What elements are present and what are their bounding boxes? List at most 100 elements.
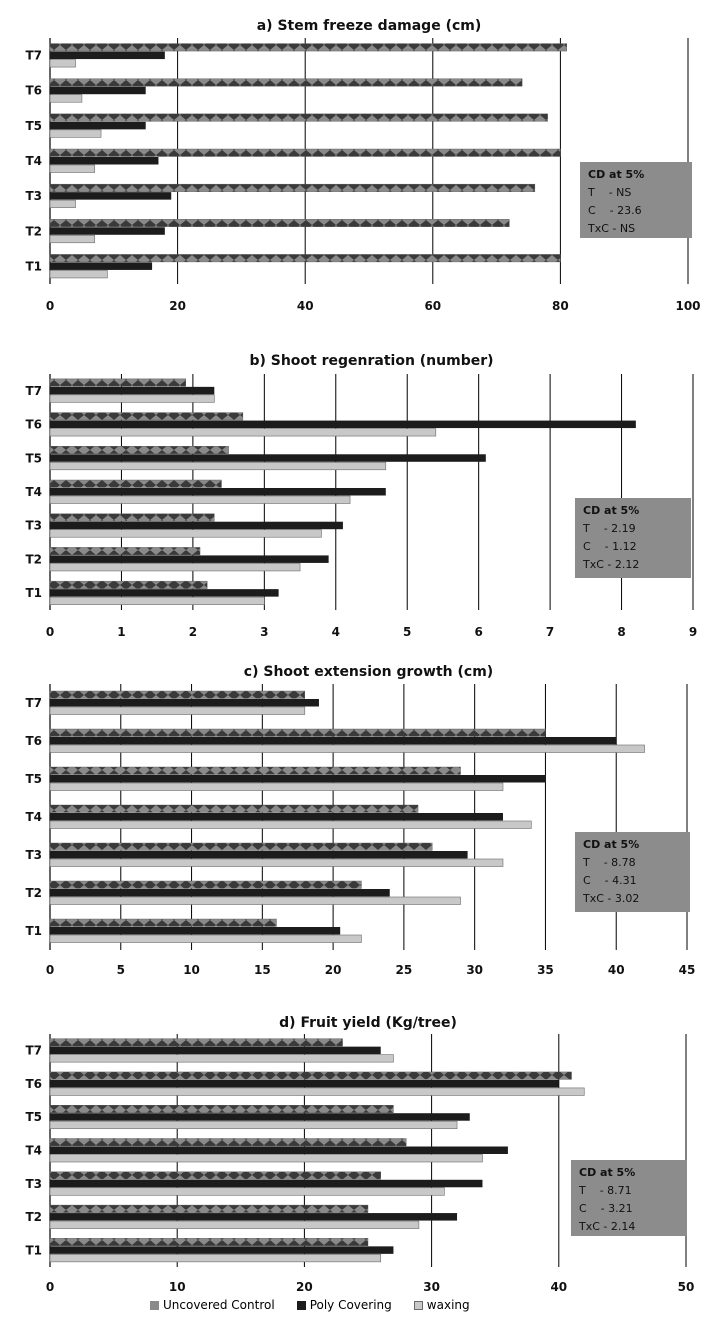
bar-waxing (49, 1120, 458, 1130)
category-label: T2 (25, 224, 42, 238)
bar-waxing (49, 495, 351, 504)
bar-uncovered-control (49, 78, 523, 87)
cd-line: C - 1.12 (583, 540, 637, 553)
legend-label-waxing: waxing (426, 1298, 470, 1312)
category-label: T4 (25, 810, 42, 824)
cd-line: TxC - NS (587, 222, 635, 235)
category-label: T4 (25, 1144, 42, 1158)
x-tick-label: 35 (537, 963, 554, 977)
bar-poly-covering (50, 927, 341, 935)
bar-uncovered-control (49, 1105, 394, 1113)
cd-box-background (580, 162, 692, 238)
category-label: T1 (25, 586, 42, 600)
category-label: T1 (25, 259, 42, 273)
bar-uncovered-control (49, 690, 306, 699)
bar-waxing (49, 129, 102, 138)
category-label: T7 (25, 384, 42, 398)
bar-uncovered-control (49, 1138, 407, 1147)
category-label: T3 (25, 519, 42, 533)
legend-label-poly-covering: Poly Covering (309, 1298, 392, 1312)
x-tick-label: 2 (189, 625, 197, 639)
bar-waxing (49, 934, 362, 943)
bar-uncovered-control (49, 43, 567, 52)
bar-uncovered-control (49, 880, 362, 889)
bar-waxing (49, 529, 322, 538)
x-tick-label: 80 (552, 299, 569, 313)
cd-heading: CD at 5% (583, 838, 639, 851)
bar-waxing (49, 1254, 382, 1263)
bar-poly-covering (50, 51, 165, 60)
bar-uncovered-control (49, 1238, 369, 1247)
bar-poly-covering (50, 1213, 458, 1221)
bar-uncovered-control (49, 1071, 572, 1080)
bar-waxing (49, 782, 504, 791)
x-tick-label: 0 (46, 299, 54, 313)
cd-box: CD at 5% T - NS C - 23.6 TxC - NS (580, 162, 692, 238)
category-label: T7 (25, 1044, 42, 1058)
bar-poly-covering (50, 1113, 470, 1121)
category-label: T2 (25, 886, 42, 900)
bar-uncovered-control (49, 479, 222, 488)
bar-uncovered-control (49, 378, 186, 387)
bar-uncovered-control (49, 1204, 369, 1213)
cd-box: CD at 5% T - 8.78 C - 4.31 TxC - 3.02 (575, 832, 690, 912)
bar-uncovered-control (49, 918, 277, 927)
bar-poly-covering (50, 86, 146, 95)
bar-waxing (49, 858, 504, 867)
chart-title: b) Shoot regenration (number) (249, 353, 493, 369)
category-label: T3 (25, 848, 42, 862)
bar-waxing (49, 94, 83, 103)
bar-poly-covering (50, 1079, 559, 1088)
bar-waxing (49, 744, 645, 753)
bar-uncovered-control (49, 446, 229, 454)
bar-uncovered-control (49, 183, 536, 192)
x-tick-label: 15 (254, 963, 271, 977)
bar-waxing (49, 428, 437, 437)
x-tick-label: 5 (117, 963, 125, 977)
bar-poly-covering (50, 454, 486, 462)
x-tick-label: 100 (675, 299, 700, 313)
bar-poly-covering (50, 775, 546, 783)
bar-uncovered-control (49, 1171, 381, 1180)
bar-poly-covering (50, 121, 146, 130)
cd-line: TxC - 3.02 (582, 892, 639, 905)
cd-line: TxC - 2.12 (582, 558, 639, 571)
chart-title: c) Shoot extension growth (cm) (244, 664, 493, 680)
x-tick-label: 5 (403, 625, 411, 639)
x-tick-label: 10 (169, 1280, 186, 1294)
bar-waxing (49, 1220, 420, 1229)
chart-panel-d: d) Fruit yield (Kg/tree) 0 10 20 30 40 50 T1 T2 T… (25, 1015, 694, 1294)
x-tick-label: 0 (46, 963, 54, 977)
x-tick-label: 0 (46, 1280, 54, 1294)
x-tick-label: 4 (332, 625, 340, 639)
category-label: T5 (25, 119, 42, 133)
cd-line: C - 23.6 (588, 204, 642, 217)
x-tick-label: 45 (679, 963, 696, 977)
category-label: T6 (25, 1077, 42, 1091)
bar-uncovered-control (49, 412, 244, 421)
cd-heading: CD at 5% (579, 1166, 635, 1179)
chart-panel-b: b) Shoot regenration (number) 0 1 2 3 4 5 6 7 8 9 T… (25, 353, 697, 639)
bar-poly-covering (50, 1179, 483, 1188)
bar-uncovered-control (49, 547, 201, 556)
bar-poly-covering (50, 262, 153, 270)
bar-waxing (49, 164, 95, 173)
category-label: T2 (25, 1210, 42, 1224)
category-label: T7 (25, 696, 42, 710)
bar-uncovered-control (49, 113, 548, 122)
cd-line: T - 2.19 (582, 522, 636, 535)
bar-uncovered-control (49, 513, 215, 522)
category-label: T4 (25, 154, 42, 168)
category-label: T3 (25, 189, 42, 203)
bar-waxing (49, 394, 215, 403)
x-tick-label: 6 (474, 625, 482, 639)
x-tick-label: 1 (117, 625, 125, 639)
bar-waxing (49, 199, 76, 208)
x-tick-label: 20 (296, 1280, 313, 1294)
bar-waxing (49, 59, 76, 68)
category-label: T6 (25, 84, 42, 98)
category-label: T6 (25, 418, 42, 432)
chart-title: d) Fruit yield (Kg/tree) (279, 1015, 457, 1031)
bar-waxing (49, 270, 108, 279)
